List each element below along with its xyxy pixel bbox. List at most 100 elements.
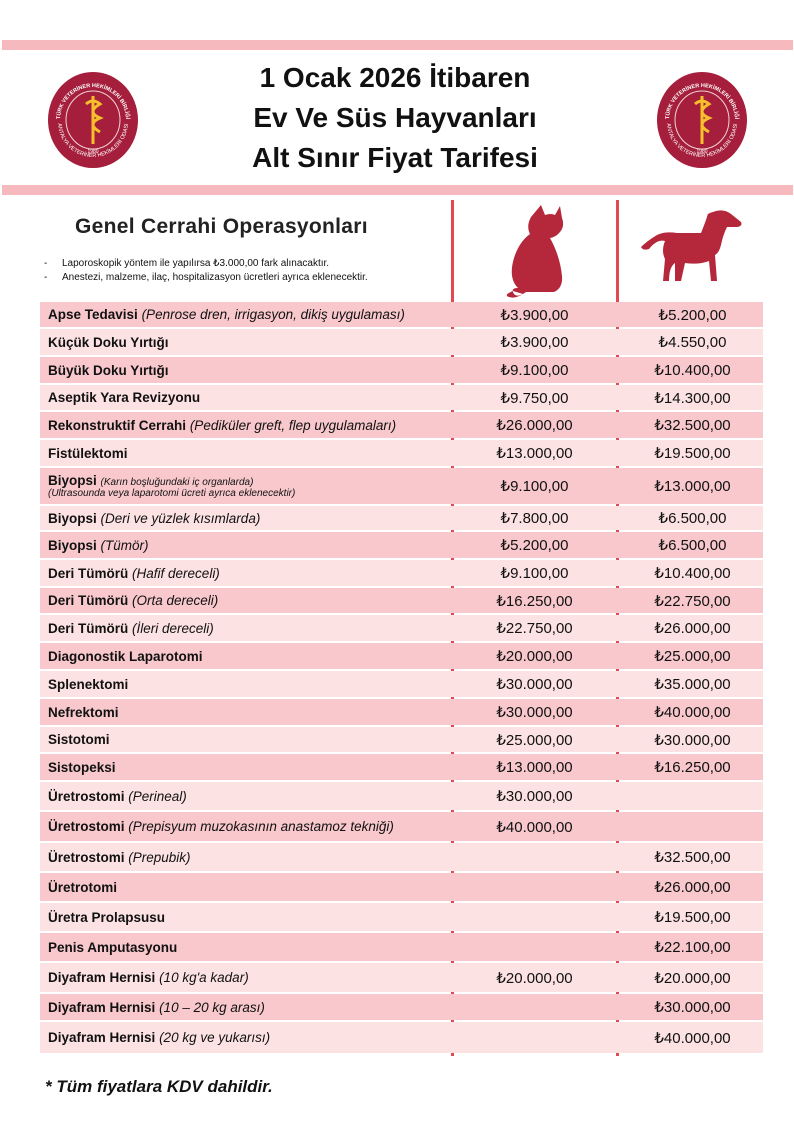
table-row: Fistülektomi ₺13.000,00 ₺19.500,00 [40, 440, 763, 466]
logo-year: 1980 [87, 149, 98, 155]
dog-icon [641, 210, 742, 281]
cat-price: ₺20.000,00 [496, 648, 573, 665]
operation-name: Apse Tedavisi [48, 307, 138, 322]
operation-name: Sistopeksi [48, 759, 116, 775]
operation: Biyopsi (Karın boşluğundaki iç organlard… [48, 473, 295, 499]
operation: Diagonostik Laparotomi [48, 649, 203, 664]
cat-price: ₺25.000,00 [496, 731, 573, 749]
dog-price: ₺19.500,00 [654, 445, 731, 462]
operation-name: Üretrostomi [48, 788, 125, 804]
operation: Deri Tümörü (Orta dereceli) [48, 593, 218, 608]
operation-name: Splenektomi [48, 676, 129, 692]
operation: Diyafram Hernisi (10 kg'a kadar) [48, 970, 249, 985]
operation-name: Deri Tümörü [48, 620, 129, 636]
table-row: Diagonostik Laparotomi ₺20.000,00 ₺25.000,… [40, 643, 763, 669]
cat-price: ₺9.100,00 [500, 478, 569, 495]
table-row: Üretrotomi ₺26.000,00 [40, 873, 763, 901]
title-line: Alt Sınır Fiyat Tarifesi [252, 142, 538, 173]
operation-note: (Deri ve yüzlek kısımlarda) [100, 510, 261, 526]
logo: TÜRK VETERİNER HEKİMLERİ BİRLİĞİ ANTALYA… [657, 72, 747, 168]
operation-name: Biyopsi [48, 537, 97, 553]
operation-line: Biyopsi (Karın boşluğundaki iç organlard… [48, 473, 295, 488]
operation-name: Üretra Prolapsusu [48, 909, 166, 925]
operation-note: (10 – 20 kg arası) [159, 999, 265, 1015]
table-row: Biyopsi (Tümör) ₺5.200,00 ₺6.500,00 [40, 532, 763, 558]
table-row: Sistopeksi ₺13.000,00 ₺16.250,00 [40, 754, 763, 780]
title-line: Ev Ve Süs Hayvanları [253, 102, 537, 133]
operation-name: Aseptik Yara Revizyonu [48, 390, 201, 405]
footer-note: * Tüm fiyatlara KDV dahildir. [45, 1077, 273, 1096]
logo: TÜRK VETERİNER HEKİMLERİ BİRLİĞİ ANTALYA… [48, 72, 138, 168]
operation: Sistopeksi [48, 760, 116, 775]
operation-note: (Orta dereceli) [132, 593, 219, 608]
table-row: Üretrostomi (Prepubik) ₺32.500,00 [40, 843, 763, 871]
cat-price: ₺30.000,00 [496, 788, 573, 805]
operation: Üretrostomi (Prepubik) [48, 850, 191, 865]
operation: Rekonstruktif Cerrahi (Pediküler greft, … [48, 418, 396, 433]
operation: Nefrektomi [48, 705, 119, 720]
title-line: 1 Ocak 2026 İtibaren [259, 62, 531, 93]
cat-price: ₺30.000,00 [496, 676, 573, 693]
dog-price: ₺4.550,00 [658, 334, 727, 351]
note-text: Laporoskopik yöntem ile yapılırsa ₺3.000… [62, 258, 330, 269]
table-row: Büyük Doku Yırtığı ₺9.100,00 ₺10.400,00 [40, 357, 763, 383]
table-row: Splenektomi ₺30.000,00 ₺35.000,00 [40, 671, 763, 697]
dog-price: ₺10.400,00 [654, 565, 731, 582]
operation: Büyük Doku Yırtığı [48, 363, 169, 378]
operation-note: (Ultrasounda veya laparotomi ücreti ayrı… [48, 488, 296, 499]
operation-name: Diagonostik Laparotomi [48, 648, 203, 664]
table-row: Diyafram Hernisi (10 kg'a kadar) ₺20.000,… [40, 963, 763, 992]
dog-price: ₺16.250,00 [654, 759, 731, 776]
cat-price: ₺3.900,00 [500, 334, 569, 351]
dog-price: ₺32.500,00 [654, 849, 731, 866]
cat-price: ₺9.100,00 [500, 565, 569, 582]
table-row: Biyopsi (Deri ve yüzlek kısımlarda) ₺7.80… [40, 506, 763, 530]
operation-name: Biyopsi [48, 510, 97, 526]
operation: Aseptik Yara Revizyonu [48, 390, 200, 405]
dog-price: ₺32.500,00 [654, 417, 731, 434]
operation: Üretrostomi (Perineal) [48, 789, 187, 804]
cat-price: ₺22.750,00 [496, 620, 573, 637]
table-row: Biyopsi (Karın boşluğundaki iç organlard… [40, 468, 763, 504]
operation: Apse Tedavisi (Penrose dren, irrigasyon,… [48, 307, 405, 322]
operation-name: Biyopsi [48, 473, 97, 488]
operation-note: (Karın boşluğundaki iç organlarda) [100, 477, 254, 488]
operation-note: (Prepubik) [128, 849, 191, 865]
operation-name: Deri Tümörü [48, 565, 129, 581]
operation-note: (Prepisyum muzokasının anastamoz tekniği… [128, 819, 394, 834]
operation: Diyafram Hernisi (20 kg ve yukarısı) [48, 1030, 270, 1045]
table-row: Küçük Doku Yırtığı ₺3.900,00 ₺4.550,00 [40, 329, 763, 355]
operation: Fistülektomi [48, 446, 128, 461]
table-row: Penis Amputasyonu ₺22.100,00 [40, 933, 763, 961]
operation: Biyopsi (Deri ve yüzlek kısımlarda) [48, 511, 260, 526]
cat-icon [506, 205, 564, 298]
table-row: Üretrostomi (Prepisyum muzokasının anast… [40, 812, 763, 841]
logo-year: 1980 [696, 149, 707, 155]
dog-price: ₺26.000,00 [654, 620, 731, 637]
note-text: Anestezi, malzeme, ilaç, hospitalizasyon… [62, 272, 368, 283]
operation-note: (Tümör) [100, 537, 149, 553]
title: 1 Ocak 2026 İtibaren Ev Ve Süs Hayvanlar… [150, 58, 640, 178]
dog-price: ₺30.000,00 [654, 731, 731, 749]
operation-name: Üretrostomi [48, 849, 125, 865]
operation: Deri Tümörü (Hafif dereceli) [48, 566, 220, 581]
operation-name: Diyafram Hernisi [48, 999, 156, 1015]
operation-note: (20 kg ve yukarısı) [159, 1030, 271, 1045]
dog-price: ₺20.000,00 [654, 969, 731, 987]
operation-name: Deri Tümörü [48, 593, 129, 608]
table-row: Deri Tümörü (İleri dereceli) ₺22.750,00 ₺2… [40, 615, 763, 641]
operation-note: (Hafif dereceli) [132, 565, 220, 581]
operation-note: (Pediküler greft, flep uygulamaları) [189, 417, 397, 433]
operation-name: Diyafram Hernisi [48, 970, 156, 985]
top-band [2, 40, 793, 50]
section-title: Genel Cerrahi Operasyonları [75, 215, 368, 238]
operation-name: Fistülektomi [48, 445, 128, 461]
table-row: Üretrostomi (Perineal) ₺30.000,00 [40, 782, 763, 810]
operation: Splenektomi [48, 677, 128, 692]
table-row: Deri Tümörü (Orta dereceli) ₺16.250,00 ₺22… [40, 588, 763, 613]
operation-note: (Penrose dren, irrigasyon, dikiş uygulam… [141, 307, 405, 322]
operation: Diyafram Hernisi (10 – 20 kg arası) [48, 1000, 265, 1015]
dog-price: ₺6.500,00 [658, 510, 727, 527]
cat-price: ₺30.000,00 [496, 704, 573, 721]
